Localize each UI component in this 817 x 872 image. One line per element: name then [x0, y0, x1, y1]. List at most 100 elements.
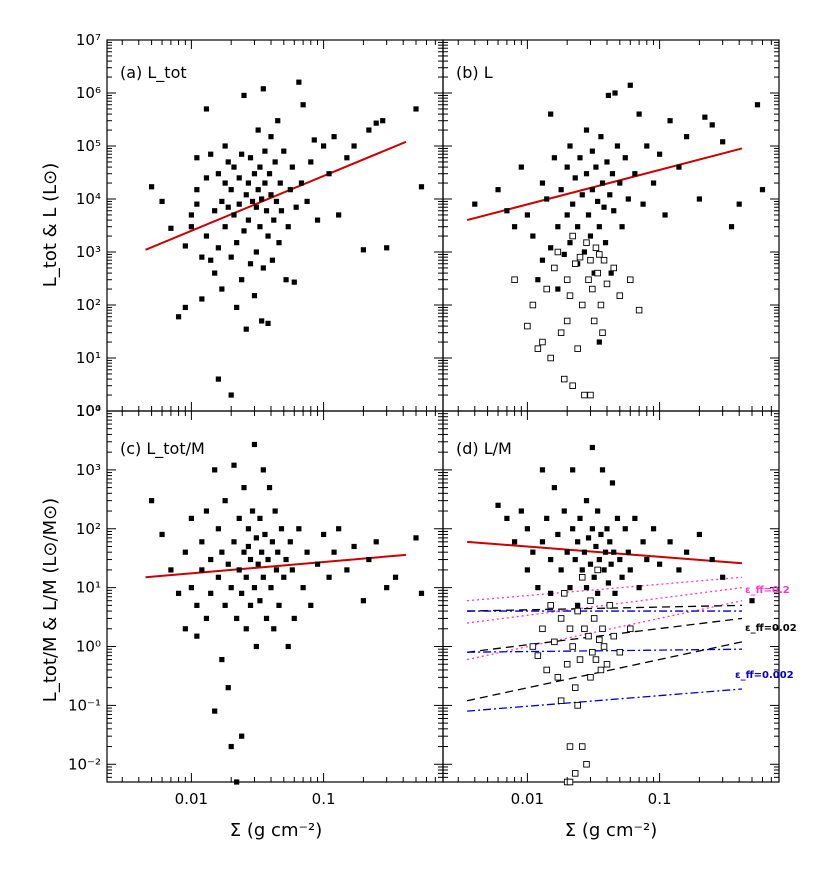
data-point [289, 567, 295, 573]
data-point [260, 574, 266, 580]
data-point [208, 556, 214, 563]
data-point [271, 626, 277, 632]
data-point [275, 118, 281, 124]
data-point [360, 598, 367, 604]
data-point [231, 462, 237, 468]
data-point-open [576, 253, 584, 261]
data-point [234, 240, 240, 246]
data-point [277, 180, 283, 186]
data-point [268, 192, 274, 198]
data-point [276, 240, 282, 246]
panel-label-a: (a) L_tot [120, 63, 187, 83]
data-point-open [583, 239, 590, 246]
data-point [558, 187, 564, 193]
y-tick-label-top: 10³ [76, 243, 101, 261]
data-point [283, 556, 289, 563]
data-point [314, 217, 321, 223]
data-point [251, 171, 258, 177]
data-point [596, 556, 602, 563]
data-point [587, 561, 594, 567]
data-point [268, 585, 274, 591]
data-point [636, 111, 642, 117]
data-point [175, 590, 182, 596]
data-point [281, 574, 287, 580]
data-point [544, 196, 550, 202]
data-point [234, 779, 240, 785]
data-point [611, 549, 617, 555]
data-point [511, 224, 518, 230]
data-point [609, 171, 616, 177]
data-point [259, 196, 265, 202]
data-point-open [566, 778, 574, 786]
data-point-open [529, 301, 537, 309]
y-tick-label-top: 10⁴ [76, 190, 101, 208]
data-point [604, 526, 610, 532]
data-point [575, 602, 581, 608]
data-point-open [551, 638, 558, 646]
data-point [188, 212, 194, 218]
data-point [524, 567, 530, 573]
data-point-open [566, 625, 574, 633]
data-point-open [571, 684, 579, 691]
y-tick-label-bottom: 10² [76, 520, 101, 538]
data-point [413, 535, 419, 541]
data-point [239, 151, 245, 157]
data-point [598, 531, 604, 538]
data-point-open [566, 743, 574, 750]
data-point-open [563, 660, 571, 668]
data-point [219, 656, 225, 663]
data-point [570, 526, 576, 532]
data-point [579, 192, 585, 198]
data-point [268, 134, 274, 140]
data-point [676, 164, 682, 170]
data-point-open [543, 285, 550, 293]
data-point-open [589, 285, 596, 293]
data-point [614, 515, 621, 521]
data-point [199, 254, 205, 260]
data-point [228, 743, 234, 750]
data-point [596, 224, 602, 230]
data-point [336, 212, 342, 218]
data-point [275, 549, 281, 555]
data-point [602, 549, 609, 555]
data-point-open [547, 354, 554, 362]
data-point [593, 164, 599, 170]
data-point [314, 561, 321, 567]
data-point [287, 187, 293, 193]
data-point [608, 561, 614, 567]
data-point [548, 590, 554, 596]
data-point [255, 187, 261, 193]
data-point [392, 574, 399, 580]
data-point [583, 171, 590, 177]
data-point [548, 245, 554, 251]
data-point [236, 201, 242, 207]
data-point [247, 556, 254, 563]
data-point [222, 224, 228, 230]
data-point [215, 376, 221, 382]
data-point [709, 122, 715, 128]
data-point [241, 228, 247, 234]
data-point [225, 685, 231, 691]
data-point [225, 561, 231, 567]
data-point [194, 633, 200, 639]
data-point [243, 326, 249, 332]
data-point-open [547, 602, 554, 609]
panel-frame-a [106, 39, 444, 412]
data-point [234, 304, 240, 311]
data-point [222, 180, 228, 186]
data-point [245, 217, 252, 223]
model-label-0.2: ε_ff=0.2 [745, 585, 790, 596]
data-point [199, 296, 205, 302]
data-point-open [599, 329, 606, 336]
data-point-open [585, 632, 592, 640]
data-point [304, 549, 310, 555]
data-point [607, 539, 613, 545]
data-point [269, 257, 276, 263]
data-point [228, 254, 234, 260]
data-point [148, 498, 155, 504]
data-point [595, 198, 601, 205]
data-point [283, 277, 289, 283]
data-point [754, 102, 761, 108]
data-point-open [557, 615, 565, 622]
data-point [625, 196, 631, 202]
